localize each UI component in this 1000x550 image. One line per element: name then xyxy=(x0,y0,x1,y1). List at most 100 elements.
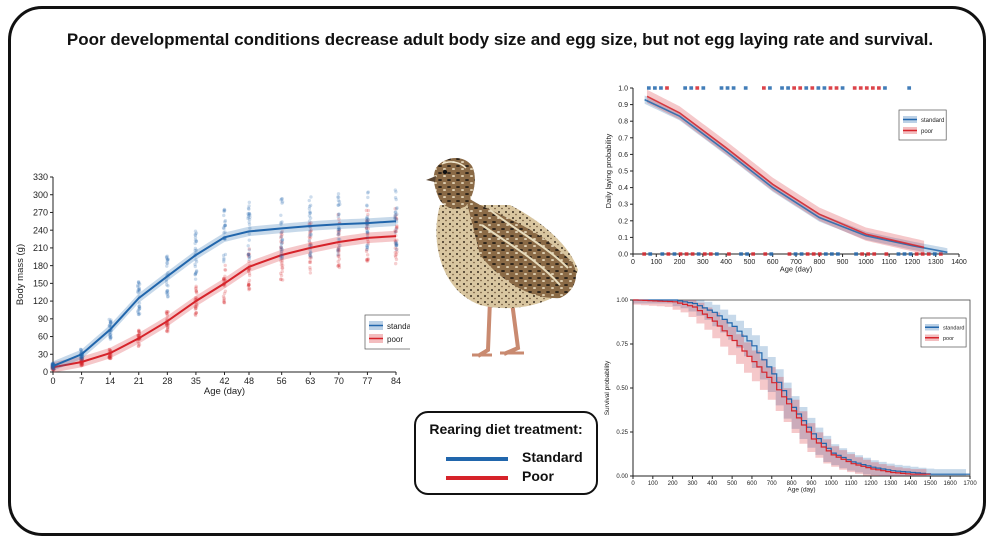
data-point-standard xyxy=(280,196,284,201)
data-point-standard xyxy=(366,217,370,222)
y-tick-label: 0 xyxy=(43,367,48,377)
data-point-standard xyxy=(280,197,284,201)
x-tick-label: 42 xyxy=(219,376,229,386)
data-point-standard xyxy=(309,233,313,237)
data-point-poor xyxy=(307,260,312,265)
data-point-standard xyxy=(136,280,141,284)
data-point-standard xyxy=(136,290,140,295)
data-point-poor xyxy=(247,271,252,276)
data-point-poor xyxy=(394,216,399,221)
x-tick-label: 1400 xyxy=(951,259,967,266)
data-point-poor xyxy=(337,232,341,237)
data-point-poor xyxy=(364,208,369,213)
data-point-standard xyxy=(393,195,398,200)
y-tick-label: 0.7 xyxy=(618,135,628,142)
data-point-standard xyxy=(223,223,228,227)
data-point-poor xyxy=(246,281,251,285)
data-point-poor xyxy=(165,323,169,327)
x-tick-label: 400 xyxy=(707,481,718,487)
plot-frame xyxy=(632,299,971,477)
data-point-standard xyxy=(108,337,113,341)
data-point-poor xyxy=(308,235,313,239)
data-point-poor xyxy=(137,343,142,347)
data-point-standard xyxy=(136,280,141,284)
data-point-poor xyxy=(366,226,370,231)
data-point-poor xyxy=(193,306,198,310)
data-point-poor xyxy=(337,257,342,261)
data-point-poor xyxy=(337,229,341,234)
data-point-poor xyxy=(394,257,399,262)
data-point-poor xyxy=(337,263,341,268)
y-tick-label: 0.75 xyxy=(616,342,628,348)
y-tick-label: 0.5 xyxy=(618,168,628,175)
data-point-poor xyxy=(365,259,369,263)
data-point-poor xyxy=(337,228,342,232)
x-tick-label: 200 xyxy=(674,259,686,266)
data-point-poor xyxy=(222,300,226,305)
data-point-poor xyxy=(280,259,284,263)
data-point-standard xyxy=(365,230,370,234)
data-point-standard xyxy=(309,195,313,199)
data-point-standard xyxy=(394,241,398,246)
data-point-standard xyxy=(109,335,113,340)
legend-label-standard: standard xyxy=(387,322,410,331)
data-point-poor xyxy=(50,367,55,372)
data-point-poor xyxy=(222,296,226,300)
data-point-standard xyxy=(393,216,397,220)
data-point-standard xyxy=(165,288,170,293)
x-tick-label: 400 xyxy=(720,259,732,266)
data-point-standard xyxy=(193,271,198,276)
x-tick-label: 48 xyxy=(244,376,254,386)
data-point-standard xyxy=(137,307,141,311)
data-point-poor xyxy=(336,247,340,251)
data-point-poor xyxy=(247,283,251,288)
data-point-standard xyxy=(365,245,369,250)
data-point-standard xyxy=(365,244,369,248)
data-point-poor xyxy=(193,295,198,300)
data-point-poor xyxy=(223,268,228,272)
data-point-poor xyxy=(394,213,398,217)
data-point-standard xyxy=(247,220,251,224)
data-point-poor xyxy=(337,262,341,267)
data-point-standard xyxy=(247,238,251,242)
data-point-standard xyxy=(246,212,250,216)
legend-frame xyxy=(364,314,410,350)
data-point-poor xyxy=(308,252,312,256)
data-point-standard xyxy=(221,253,226,258)
data-point-poor xyxy=(166,324,170,328)
data-point-standard xyxy=(193,272,197,276)
data-point-poor xyxy=(222,278,226,283)
data-point-standard xyxy=(223,224,227,228)
data-point-standard xyxy=(166,284,170,288)
data-point-poor xyxy=(246,284,250,288)
data-point-standard xyxy=(136,289,140,294)
data-point-poor xyxy=(395,250,399,254)
page-title: Poor developmental conditions decrease a… xyxy=(66,30,934,49)
data-point-poor xyxy=(308,222,312,226)
data-point-poor xyxy=(279,247,283,251)
data-point-poor xyxy=(308,265,312,270)
data-point-standard xyxy=(107,324,112,328)
data-point-standard xyxy=(365,204,369,208)
data-point-standard xyxy=(246,216,250,221)
x-tick-label: 1200 xyxy=(905,259,921,266)
x-tick-label: 14 xyxy=(105,376,115,386)
data-point-poor xyxy=(280,266,284,270)
data-point-standard xyxy=(193,246,198,251)
data-point-poor xyxy=(366,223,370,227)
data-point-standard xyxy=(279,242,284,246)
data-point-poor xyxy=(246,253,250,257)
data-point-standard xyxy=(309,255,313,259)
data-point-standard xyxy=(136,288,140,292)
data-point-standard xyxy=(247,211,252,216)
data-point-standard xyxy=(279,198,283,202)
y-tick-label: 90 xyxy=(38,314,48,324)
data-point-standard xyxy=(393,210,397,214)
data-point-standard xyxy=(308,229,312,233)
data-point-poor xyxy=(246,269,251,274)
data-point-standard xyxy=(336,195,340,199)
legend-label-standard: standard xyxy=(943,326,964,332)
data-point-poor xyxy=(195,291,199,295)
data-point-standard xyxy=(247,217,252,222)
data-point-standard xyxy=(336,225,341,230)
